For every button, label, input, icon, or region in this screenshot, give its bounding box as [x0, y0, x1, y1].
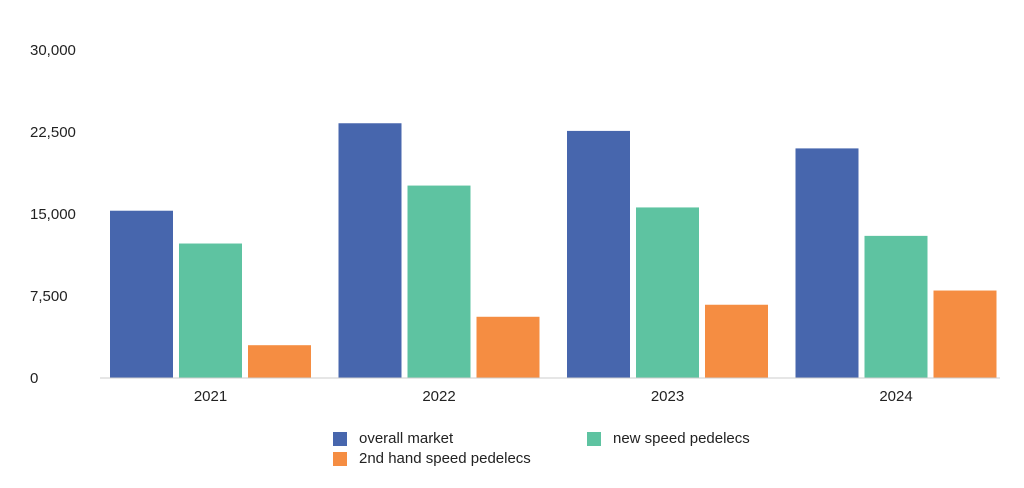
x-tick-label: 2023 [651, 388, 684, 405]
legend-item-new-speed-pedelecs: new speed pedelecs [587, 430, 750, 447]
bar-2nd-hand-speed-pedelecs-2024 [933, 290, 997, 378]
legend-label: overall market [359, 430, 454, 447]
legend-swatch-overall-market [333, 431, 347, 446]
x-axis-labels: 2021 2022 2023 2024 [194, 388, 913, 405]
x-tick-label: 2024 [879, 388, 912, 405]
x-tick-label: 2021 [194, 388, 227, 405]
legend-swatch-2nd-hand-speed-pedelecs [333, 451, 347, 466]
bar-new-speed-pedelecs-2021 [179, 243, 242, 378]
legend-swatch-new-speed-pedelecs [587, 431, 601, 446]
x-tick-label: 2022 [422, 388, 455, 405]
y-tick-label: 0 [30, 370, 38, 387]
bar-overall-market-2022 [338, 123, 402, 379]
bar-overall-market-2024 [795, 148, 859, 378]
legend-item-2nd-hand-speed-pedelecs: 2nd hand speed pedelecs [333, 450, 531, 467]
bar-2nd-hand-speed-pedelecs-2021 [248, 345, 311, 378]
bar-new-speed-pedelecs-2023 [636, 207, 699, 378]
bars [110, 123, 997, 379]
bar-new-speed-pedelecs-2024 [864, 235, 928, 378]
bar-2nd-hand-speed-pedelecs-2023 [705, 304, 768, 378]
bar-2nd-hand-speed-pedelecs-2022 [476, 316, 540, 378]
legend: overall market new speed pedelecs 2nd ha… [333, 428, 853, 478]
legend-label: new speed pedelecs [613, 430, 750, 447]
y-axis-ticks: 0 7,500 15,000 22,500 30,000 [30, 42, 76, 387]
y-tick-label: 22,500 [30, 124, 76, 141]
y-tick-label: 15,000 [30, 206, 76, 223]
bar-new-speed-pedelecs-2022 [407, 185, 471, 378]
legend-label: 2nd hand speed pedelecs [359, 450, 531, 467]
y-tick-label: 30,000 [30, 42, 76, 59]
bar-overall-market-2023 [567, 130, 630, 378]
y-tick-label: 7,500 [30, 288, 68, 305]
bar-overall-market-2021 [110, 210, 173, 378]
legend-item-overall-market: overall market [333, 430, 453, 447]
